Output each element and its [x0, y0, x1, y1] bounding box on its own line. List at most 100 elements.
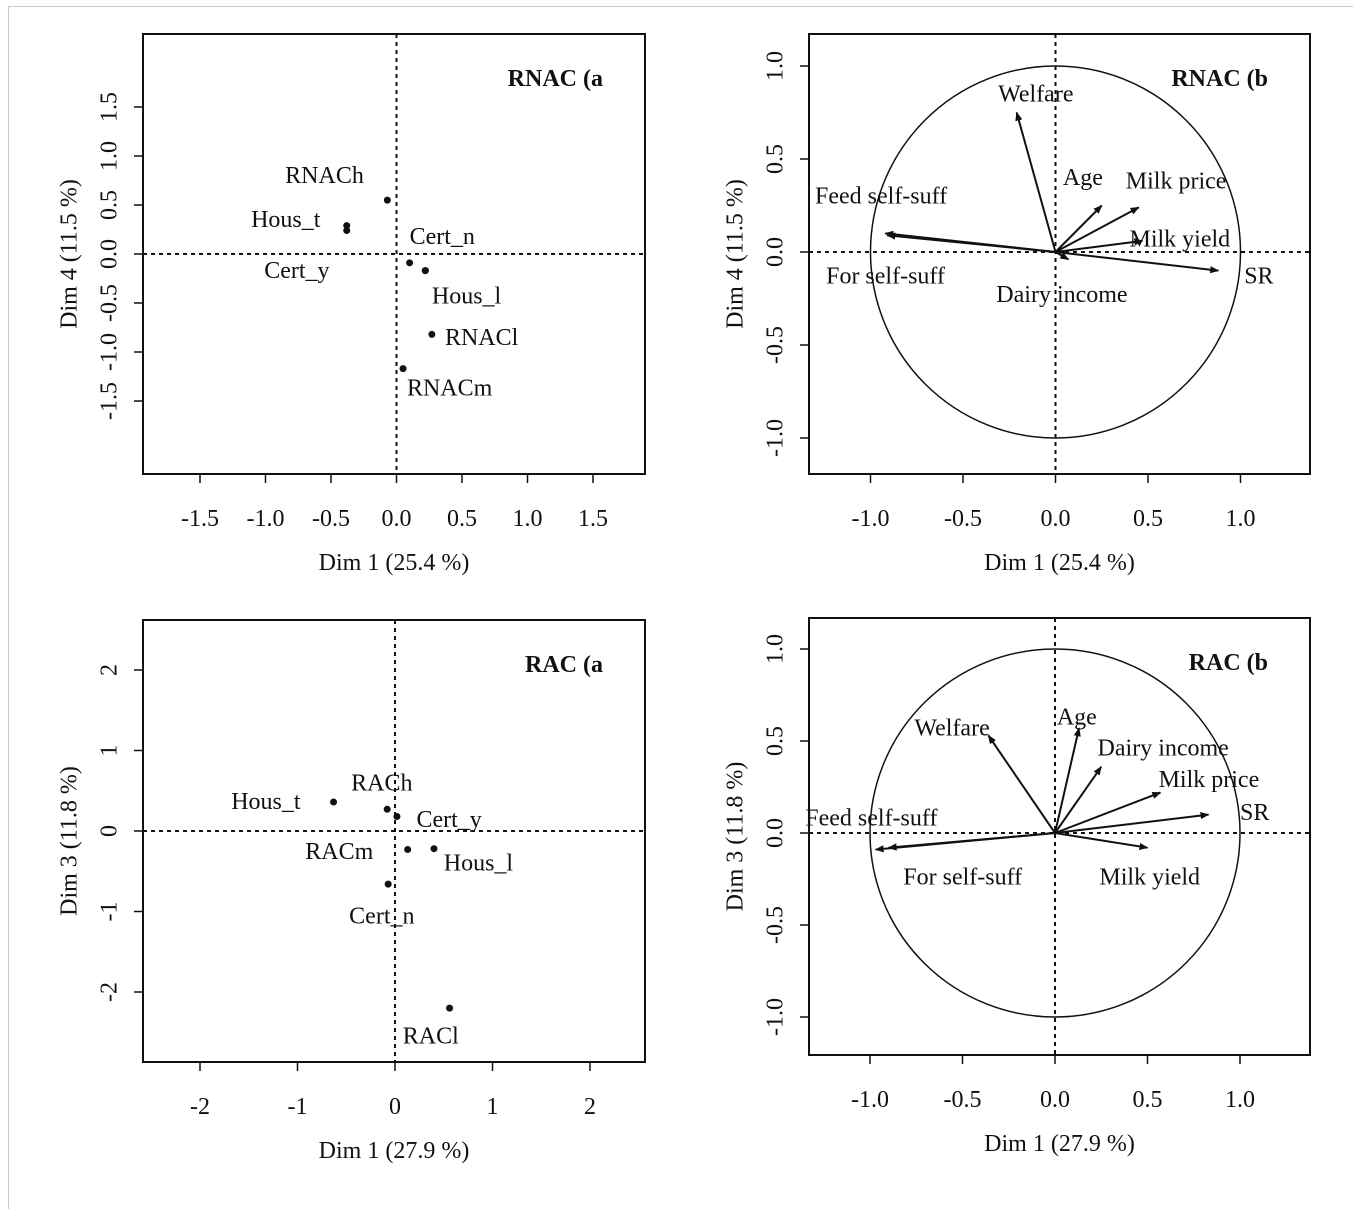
y-tick-label: -1.5: [97, 382, 123, 420]
x-tick-label: 0.0: [1041, 506, 1071, 532]
y-tick-label: -0.5: [763, 906, 789, 944]
vector-sr: [1054, 811, 1210, 834]
x-tick-label: 1.0: [1226, 506, 1256, 532]
y-tick-label: 0.5: [97, 190, 123, 220]
x-axis-label: Dim 1 (25.4 %): [984, 550, 1135, 576]
y-tick-label: 0.0: [763, 237, 789, 267]
vector-label-milk-price: Milk price: [1126, 169, 1227, 195]
point-label: Hous_l: [444, 850, 514, 876]
point-label: Hous_l: [432, 284, 502, 310]
plot-frame: [808, 33, 1311, 475]
vector-welfare: [1015, 111, 1057, 253]
x-tick-label: 0.0: [382, 506, 412, 532]
point-label: RNACm: [407, 376, 493, 402]
point-label: Cert_y: [416, 807, 481, 833]
point-rnacl: [428, 330, 436, 338]
point-racl: [446, 1004, 454, 1012]
vector-label-dairy-income: Dairy income: [1098, 736, 1229, 762]
vector-label-sr: SR: [1244, 264, 1273, 290]
y-tick-label: -1.0: [97, 333, 123, 371]
point-hous-t: [330, 798, 338, 806]
y-axis-label: Dim 4 (11.5 %): [57, 179, 83, 329]
vector-label-feed-self-suff: Feed self-suff: [805, 806, 937, 832]
y-tick-label: 1.0: [763, 634, 789, 664]
point-unlabeled: [343, 226, 351, 234]
x-tick-label: -1.5: [181, 506, 219, 532]
point-rach: [383, 805, 391, 813]
y-tick-label: 1.5: [97, 92, 123, 122]
point-rnach: [383, 196, 391, 204]
x-axis-label: Dim 1 (27.9 %): [984, 1131, 1135, 1157]
vector-label-milk-yield: Milk yield: [1099, 865, 1200, 891]
vector-label-age: Age: [1063, 165, 1103, 191]
y-tick-label: -1.0: [763, 419, 789, 457]
x-tick-label: -0.5: [944, 506, 982, 532]
panel-title: RNAC (a: [508, 66, 603, 92]
point-hous-l: [421, 267, 429, 275]
point-label: Hous_t: [251, 207, 321, 233]
panel-title: RAC (a: [525, 652, 603, 678]
x-axis-label: Dim 1 (27.9 %): [319, 1138, 470, 1164]
vector-label-dairy-income: Dairy income: [996, 282, 1127, 308]
panel-title: RNAC (b: [1171, 66, 1268, 92]
point-label: RACh: [351, 771, 412, 797]
y-tick-label: 2: [97, 664, 123, 676]
x-tick-label: -1.0: [852, 506, 890, 532]
figure-frame: [8, 6, 1353, 1209]
vector-age: [1054, 204, 1103, 253]
chart-panel-3: -2 -1 0 1 2 -2 -1 0 1 2 Dim 1 (27.9 %) Dim 3 (11.8 …: [57, 619, 646, 1164]
point-hous-t: [343, 222, 351, 230]
point-cert-n: [384, 880, 392, 888]
x-tick-label: 0.5: [1133, 506, 1163, 532]
point-label: Cert_y: [264, 258, 329, 284]
vector-age: [1054, 727, 1081, 834]
x-tick-label: -1: [288, 1094, 308, 1120]
chart-panel-1: -1.5 -1.0 -0.5 0.0 0.5 1.0 1.5 -1.5 -1.0 -0.5 0.0 0…: [57, 33, 646, 576]
point-label: Hous_t: [231, 789, 301, 815]
x-tick-label: 1.5: [578, 506, 608, 532]
vector-milk-yield: [1055, 238, 1144, 253]
y-tick-label: 0.0: [97, 239, 123, 269]
vector-milk-yield: [1054, 832, 1149, 851]
vector-label-welfare: Welfare: [998, 81, 1073, 107]
y-tick-label: -0.5: [763, 326, 789, 364]
x-tick-label: -0.5: [312, 506, 350, 532]
correlation-circle: [869, 648, 1241, 1018]
y-tick-label: -1.0: [763, 998, 789, 1036]
x-tick-label: 1: [487, 1094, 499, 1120]
x-tick-label: 0.5: [447, 506, 477, 532]
vector-label-milk-yield: Milk yield: [1130, 226, 1231, 252]
point-label: Cert_n: [349, 903, 414, 929]
point-label: RACl: [403, 1023, 459, 1049]
vector-sr: [1055, 251, 1220, 274]
vector-label-welfare: Welfare: [914, 715, 989, 741]
y-tick-label: -2: [97, 982, 123, 1002]
y-axis-label: Dim 3 (11.8 %): [57, 766, 83, 916]
x-tick-label: -1.0: [851, 1087, 889, 1113]
y-tick-label: 1.0: [97, 141, 123, 171]
x-tick-label: -0.5: [944, 1087, 982, 1113]
vector-label-feed-self-suff: Feed self-suff: [815, 184, 947, 210]
vector-label-for-self-suff: For self-suff: [826, 264, 945, 290]
point-hous-l: [430, 845, 438, 853]
y-tick-label: 1: [97, 745, 123, 757]
y-axis-label: Dim 3 (11.8 %): [723, 762, 749, 912]
point-racm: [404, 846, 412, 854]
x-tick-label: 0: [389, 1094, 401, 1120]
x-tick-label: 0.0: [1040, 1087, 1070, 1113]
y-tick-label: 1.0: [763, 51, 789, 81]
x-tick-label: 0.5: [1133, 1087, 1163, 1113]
point-label: Cert_n: [410, 224, 475, 250]
plot-frame: [808, 617, 1311, 1056]
x-tick-label: 2: [584, 1094, 596, 1120]
point-rnacm: [399, 365, 407, 373]
chart-panel-4: -1.0 -0.5 0.0 0.5 1.0 -1.0 -0.5 0.0 0.5 1.0 Dim 1 …: [723, 617, 1311, 1157]
vector-label-milk-price: Milk price: [1159, 767, 1260, 793]
point-label: RNACh: [285, 163, 364, 189]
point-label: RNACl: [445, 325, 519, 351]
vector-milk-price: [1055, 206, 1140, 253]
y-axis-label: Dim 4 (11.5 %): [723, 179, 749, 329]
vector-for-self-suff: [887, 832, 1056, 851]
x-tick-label: -2: [190, 1094, 210, 1120]
